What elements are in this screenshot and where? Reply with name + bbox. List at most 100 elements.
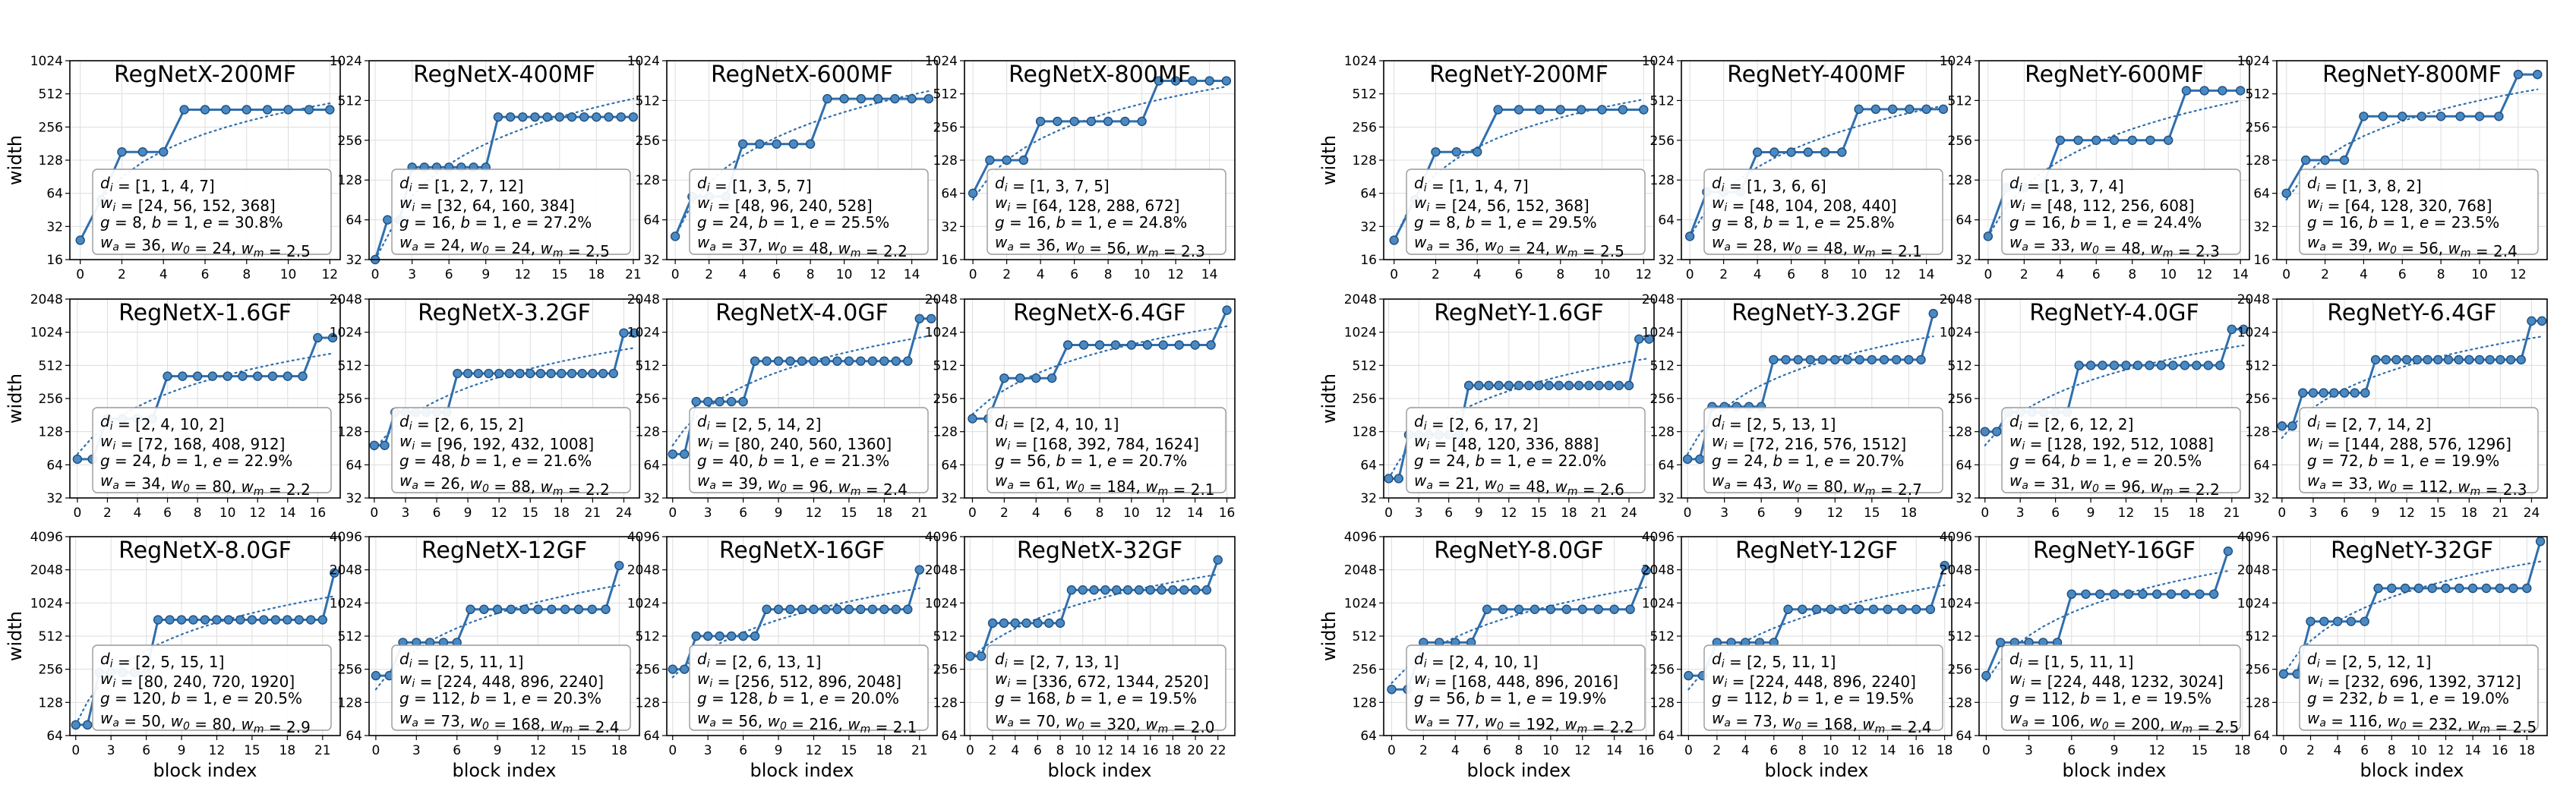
math-var: b [161,452,171,470]
x-tick-label: 9 [2110,743,2119,758]
width-point [567,112,577,122]
annotation-line-0: di = [1, 3, 7, 4] [2009,174,2124,195]
annotation-line-2: g = 64, b = 1, e = 20.5% [2009,452,2202,470]
width-point [546,368,556,379]
width-point [176,615,187,625]
text-run: = 8, [1424,213,1466,232]
x-tick-label: 10 [1851,267,1867,282]
math-var: w [171,712,184,730]
width-point [2495,583,2505,594]
math-var: w [1414,471,1427,490]
annotation-box [1703,407,1943,493]
y-tick-label: 4096 [1344,530,1377,545]
y-tick-label: 2048 [330,292,362,307]
annotation-line-2: g = 24, b = 1, e = 22.0% [1414,452,1606,470]
x-tick-label: 12 [1635,267,1652,282]
math-var: d [697,412,707,430]
math-var: w [1782,236,1795,254]
text-run: = 1, [2388,689,2429,707]
y-tick-label: 2048 [30,563,63,578]
text-run: = [224, 448, 1232, 3024] [2025,673,2223,691]
annotation-line-1: wi = [72, 168, 408, 912] [100,432,285,453]
width-point [2373,583,2383,594]
text-run: = 33, [2326,474,2378,493]
text-run: = 2.4 [1885,718,1931,736]
width-point [2370,354,2381,365]
text-run: = 2.3 [2480,480,2527,499]
subscript: i [110,658,113,670]
width-point [2208,589,2219,599]
width-point [1394,474,1403,484]
x-tick-label: 6 [1034,743,1042,758]
y-tick-label: 64 [2253,729,2270,744]
annotation-line-1: wi = [232, 696, 1392, 3712] [2307,670,2521,691]
y-tick-label: 16 [46,253,63,268]
x-tick-label: 6 [739,743,747,758]
width-point [879,356,889,366]
text-run: = 24, [110,452,162,470]
annotation-line-3: wa = 36, w0 = 24, wm = 2.5 [1414,233,1624,260]
text-run: = 2.3 [1159,242,1205,260]
annotation-line-3: wa = 37, w0 = 48, wm = 2.2 [697,233,908,260]
math-var: w [768,712,781,730]
width-point [1002,155,1012,165]
annotation-line-3: wa = 36, w0 = 56, wm = 2.3 [995,233,1205,260]
y-tick-label: 256 [39,120,63,135]
text-run: = [1, 3, 7, 5] [1008,177,1110,195]
width-point [1110,340,1121,350]
width-point [987,618,998,629]
annotation-line-1: wi = [32, 64, 160, 384] [399,194,575,215]
y-tick-label: 512 [39,358,63,373]
width-point [1783,604,1793,614]
annotation-line-1: wi = [224, 448, 896, 2240] [399,670,604,691]
width-point [750,356,760,366]
text-run: = 37, [716,236,768,254]
annotation-line-2: g = 56, b = 1, e = 19.9% [1414,689,1606,707]
annotation-line-1: wi = [144, 288, 576, 1296] [2307,432,2511,453]
width-point [601,604,611,614]
y-tick-label: 64 [2253,187,2270,202]
y-tick-label: 4096 [30,530,63,545]
y-tick-label: 64 [1956,213,1972,228]
text-run: = 24.4% [2131,213,2202,232]
x-tick-label: 0 [1984,267,1992,282]
text-run: = 2.1 [1168,480,1214,499]
y-tick-label: 2048 [2237,292,2270,307]
fit-line [1689,105,1944,238]
width-point [1384,474,1394,484]
width-point [822,93,832,104]
width-point [270,615,281,625]
width-point [159,147,169,157]
width-point [1473,147,1482,157]
y-tick-label: 32 [346,491,362,506]
annotation-line-3: wa = 26, w0 = 88, wm = 2.2 [399,471,610,499]
subscript: a [709,241,716,254]
text-run: = [144, 288, 576, 1296] [2322,435,2511,453]
subscript: a [412,480,418,492]
text-run: = 1, [1773,213,1814,232]
x-tick-label: 21 [2224,506,2240,521]
math-var: d [1414,412,1424,430]
width-point [1046,373,1057,383]
subscript: a [1724,480,1731,492]
annotation-line-3: wa = 73, w0 = 168, wm = 2.4 [1712,709,1932,736]
subplot-regnetx-12gf: 64 128 256 512 1024 2048 4096 0 3 6 9 12 15 18 RegNetX… [330,530,640,781]
math-var: b [1773,452,1782,470]
math-var: w [242,477,254,496]
x-tick-label: 15 [244,743,260,758]
y-tick-label: 2048 [627,563,660,578]
x-tick-label: 16 [1638,743,1655,758]
math-var: w [1712,709,1725,727]
subscript: i [112,440,115,452]
math-var: w [470,712,483,730]
text-run: = 2.4 [573,718,619,736]
fit-line [969,573,1219,660]
math-var: w [2307,194,2320,212]
text-run: = 1, [1485,689,1526,707]
width-point [985,155,995,165]
subscript: 0 [1795,720,1801,733]
x-tick-label: 8 [242,267,251,282]
x-tick-label: 12 [806,506,822,521]
axes-frame [1383,298,1655,499]
subplot-title: RegNetX-200MF [114,61,296,88]
